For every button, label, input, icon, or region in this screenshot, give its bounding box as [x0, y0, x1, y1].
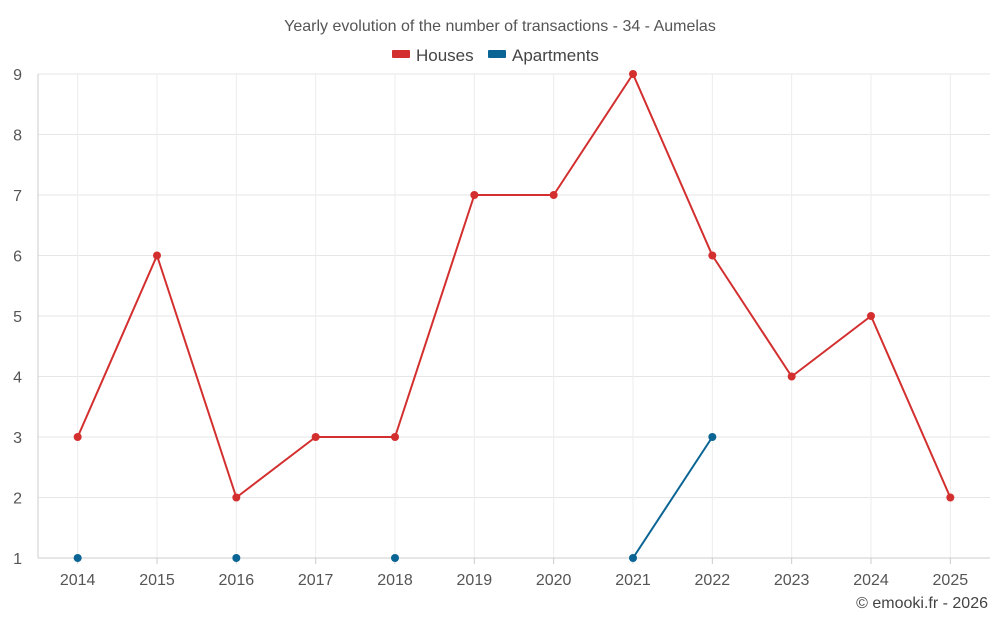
data-point-apartments[interactable] — [629, 554, 637, 562]
data-point-apartments[interactable] — [708, 433, 717, 441]
x-tick-label: 2025 — [933, 572, 969, 589]
data-point-houses[interactable] — [787, 372, 796, 381]
legend-swatch-apartments — [488, 50, 506, 58]
data-point-houses[interactable] — [867, 312, 875, 320]
x-tick-label: 2017 — [298, 572, 334, 589]
data-point-houses[interactable] — [470, 191, 479, 199]
data-point-houses[interactable] — [73, 433, 82, 441]
series-layer — [73, 70, 955, 562]
x-tick-label: 2023 — [774, 572, 810, 589]
y-tick-label: 5 — [13, 309, 22, 326]
x-tick-label: 2020 — [536, 572, 572, 589]
legend[interactable]: Houses Apartments — [392, 46, 599, 65]
data-point-houses[interactable] — [153, 251, 161, 260]
legend-label-houses[interactable]: Houses — [416, 46, 474, 65]
y-tick-label: 4 — [13, 370, 22, 387]
chart-title: Yearly evolution of the number of transa… — [284, 18, 716, 35]
y-tick-label: 9 — [13, 67, 22, 84]
y-tick-label: 6 — [13, 249, 22, 266]
data-point-apartments[interactable] — [73, 554, 82, 562]
series-line-apartments — [632, 436, 714, 559]
y-tick-label: 1 — [13, 551, 22, 568]
x-axis-ticks: 2014 2015 2016 2017 2018 2019 2020 2021 2022 2023… — [60, 558, 968, 589]
x-tick-label: 2019 — [457, 572, 493, 589]
x-tick-label: 2022 — [695, 572, 731, 589]
y-tick-label: 8 — [13, 128, 22, 145]
data-point-houses[interactable] — [311, 433, 320, 441]
legend-swatch-houses — [392, 50, 410, 58]
grid-lines — [38, 73, 990, 558]
data-point-houses[interactable] — [629, 70, 637, 78]
y-axis-ticks: 1 2 3 4 5 6 7 8 9 — [13, 67, 22, 568]
y-tick-label: 7 — [13, 188, 22, 205]
data-point-houses[interactable] — [232, 493, 241, 502]
y-tick-label: 3 — [13, 430, 22, 447]
data-point-houses[interactable] — [708, 251, 717, 260]
copyright-credit: © emooki.fr - 2026 — [856, 595, 988, 612]
x-tick-label: 2016 — [219, 572, 255, 589]
x-tick-label: 2015 — [139, 572, 175, 589]
data-point-houses[interactable] — [549, 191, 558, 199]
series-line-houses — [76, 73, 952, 499]
data-point-houses[interactable] — [946, 493, 955, 502]
x-tick-label: 2024 — [853, 572, 889, 589]
data-point-apartments[interactable] — [391, 554, 399, 562]
x-tick-label: 2014 — [60, 572, 96, 589]
data-point-apartments[interactable] — [232, 554, 241, 562]
axes — [37, 74, 990, 559]
x-tick-label: 2018 — [377, 572, 413, 589]
y-tick-label: 2 — [13, 491, 22, 508]
x-tick-label: 2021 — [615, 572, 651, 589]
data-point-houses[interactable] — [391, 433, 399, 441]
legend-label-apartments[interactable]: Apartments — [512, 46, 599, 65]
